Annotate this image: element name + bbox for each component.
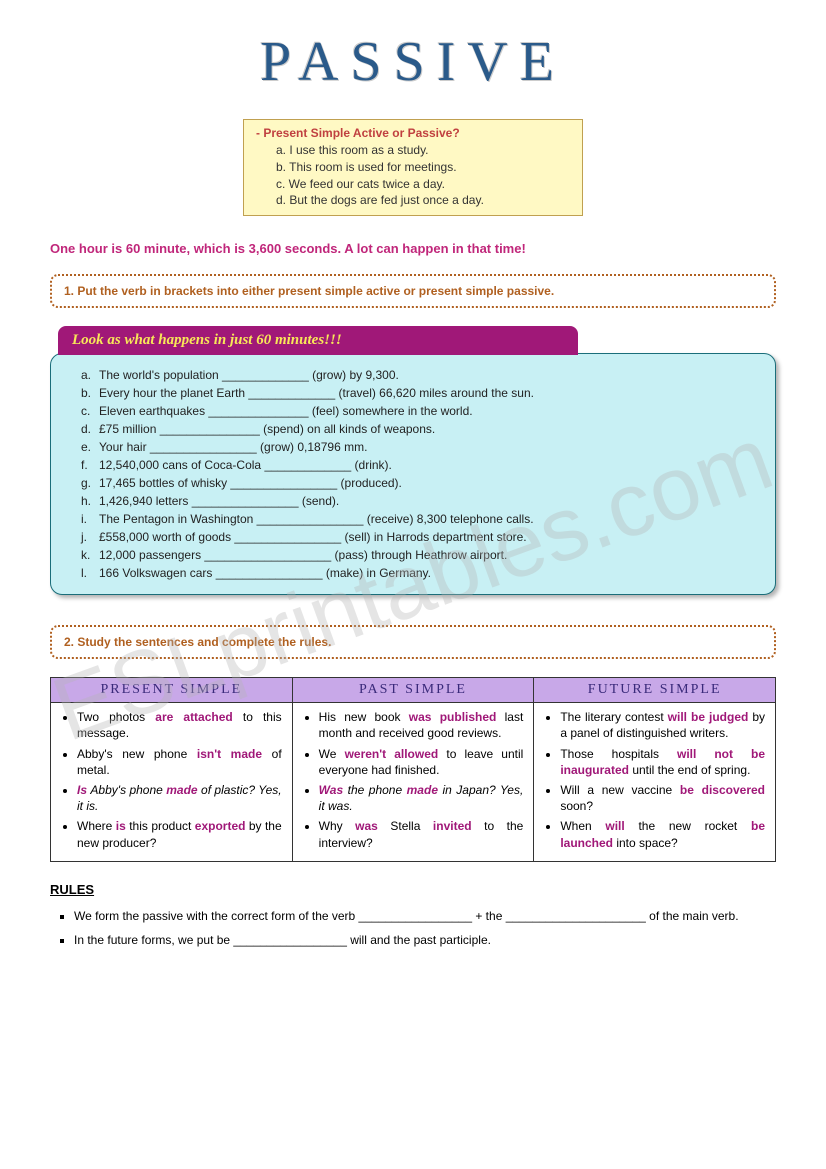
table-cell-past: His new book was published last month an…	[292, 703, 534, 862]
ex1-item: l.166 Volkswagen cars ________________ (…	[81, 564, 755, 582]
instruction-1: 1. Put the verb in brackets into either …	[50, 274, 776, 308]
instruction-2: 2. Study the sentences and complete the …	[50, 625, 776, 659]
page-title: PASSIVE	[50, 30, 776, 94]
ex1-item: g.17,465 bottles of whisky _____________…	[81, 474, 755, 492]
ex1-item: b.Every hour the planet Earth __________…	[81, 384, 755, 402]
ex1-item: k.12,000 passengers ___________________ …	[81, 546, 755, 564]
ex1-item: i.The Pentagon in Washington ___________…	[81, 510, 755, 528]
ex1-item: f.12,540,000 cans of Coca-Cola _________…	[81, 456, 755, 474]
intro-text: One hour is 60 minute, which is 3,600 se…	[50, 241, 776, 256]
table-header: FUTURE SIMPLE	[534, 678, 776, 703]
example-item: a. I use this room as a study.	[276, 142, 570, 159]
ex1-item: h.1,426,940 letters ________________ (se…	[81, 492, 755, 510]
tense-table: PRESENT SIMPLE PAST SIMPLE FUTURE SIMPLE…	[50, 677, 776, 862]
ex1-item: c.Eleven earthquakes _______________ (fe…	[81, 402, 755, 420]
example-item: b. This room is used for meetings.	[276, 159, 570, 176]
ex1-item: j.£558,000 worth of goods ______________…	[81, 528, 755, 546]
exercise-1-header: Look as what happens in just 60 minutes!…	[58, 326, 578, 355]
rule-item: In the future forms, we put be _________…	[74, 931, 776, 949]
ex1-item: d.£75 million _______________ (spend) on…	[81, 420, 755, 438]
rules-list: We form the passive with the correct for…	[50, 907, 776, 949]
ex1-item: e.Your hair ________________ (grow) 0,18…	[81, 438, 755, 456]
exercise-1-body: a.The world's population _____________ (…	[50, 353, 776, 595]
example-item: c. We feed our cats twice a day.	[276, 176, 570, 193]
ex1-item: a.The world's population _____________ (…	[81, 366, 755, 384]
table-cell-present: Two photos are attached to this message.…	[51, 703, 293, 862]
table-header: PRESENT SIMPLE	[51, 678, 293, 703]
rules-heading: RULES	[50, 882, 776, 897]
table-header: PAST SIMPLE	[292, 678, 534, 703]
rule-item: We form the passive with the correct for…	[74, 907, 776, 925]
exercise-1: Look as what happens in just 60 minutes!…	[50, 326, 776, 595]
example-header: - Present Simple Active or Passive?	[256, 126, 570, 140]
table-cell-future: The literary contest will be judged by a…	[534, 703, 776, 862]
example-item: d. But the dogs are fed just once a day.	[276, 192, 570, 209]
example-box: - Present Simple Active or Passive? a. I…	[243, 119, 583, 216]
